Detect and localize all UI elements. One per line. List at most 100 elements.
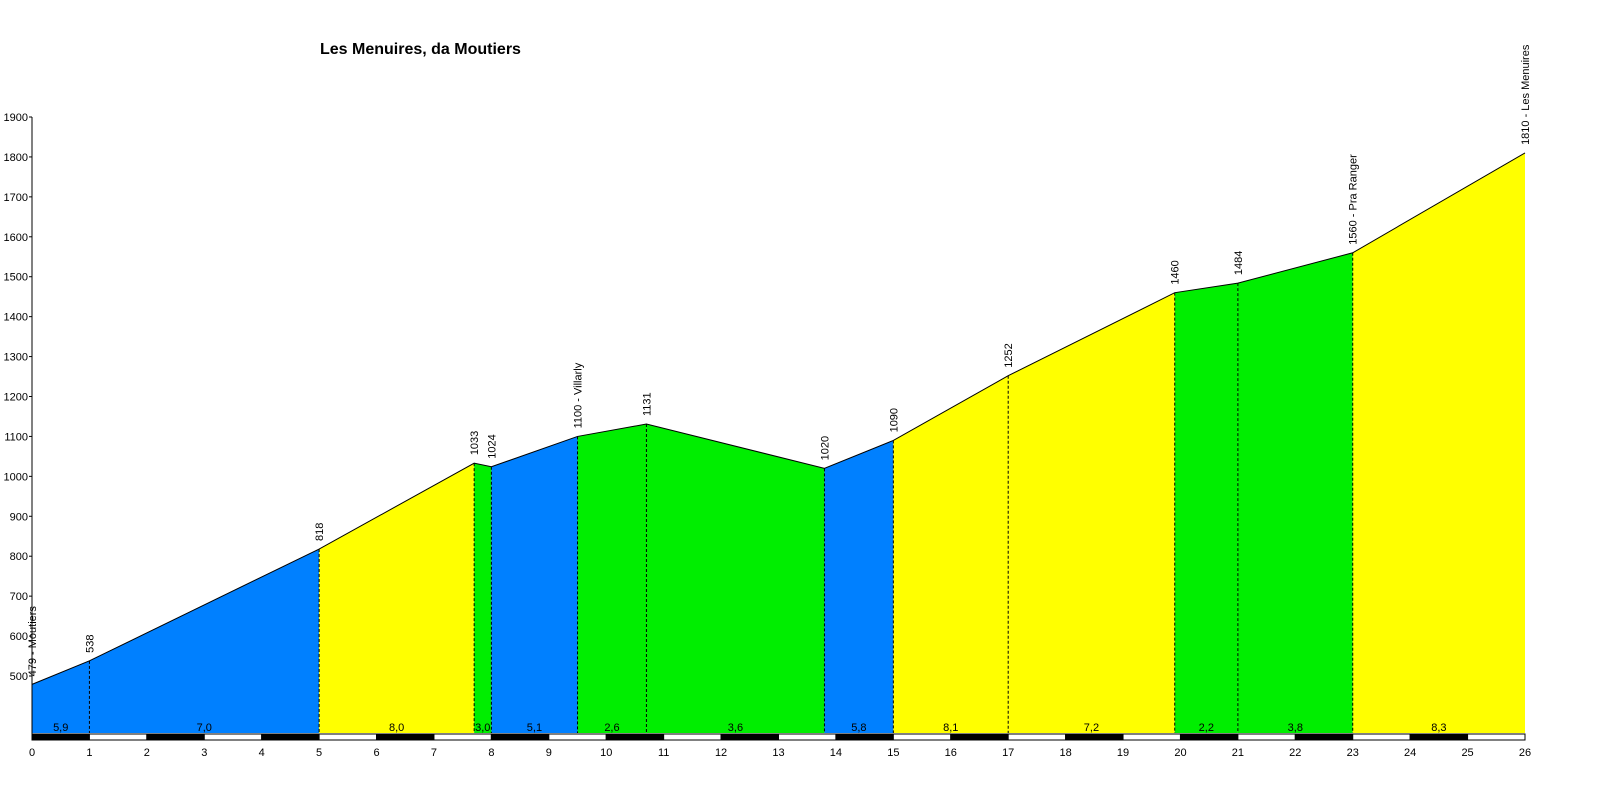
x-tick-label-4: 4: [259, 747, 265, 759]
km-bar-15: [892, 733, 952, 741]
y-tick-label-600: 600: [10, 631, 28, 643]
x-tick-label-3: 3: [201, 747, 207, 759]
gradient-label-4: 3,0: [475, 722, 490, 734]
elevation-label-9: 1090: [888, 408, 900, 432]
x-tick-label-13: 13: [772, 747, 784, 759]
km-bar-13: [778, 733, 837, 741]
y-tick-label-1900: 1900: [4, 112, 28, 124]
segment-fill-3: [319, 463, 475, 733]
km-bar-6: [376, 733, 435, 741]
km-bar-2: [146, 733, 205, 741]
gradient-label-1: 5,9: [53, 722, 68, 734]
km-bar-7: [433, 733, 492, 741]
segment-dividers: [88, 252, 1354, 733]
y-tick-label-500: 500: [10, 671, 28, 683]
x-tick-label-21: 21: [1232, 747, 1244, 759]
gradient-label-12: 3,8: [1288, 722, 1303, 734]
x-tick-label-11: 11: [658, 747, 669, 759]
elevation-label-10: 1252: [1003, 343, 1015, 367]
y-tick-label-700: 700: [10, 591, 28, 603]
x-tick-label-25: 25: [1461, 747, 1473, 759]
km-bar-21: [1237, 733, 1296, 741]
y-tick-label-1600: 1600: [4, 232, 28, 244]
chart-title: Les Menuires, da Moutiers: [320, 41, 521, 58]
segment-fill-13: [1352, 152, 1525, 733]
x-tick-label-1: 1: [86, 747, 92, 759]
gradient-label-7: 3,6: [728, 722, 743, 734]
y-tick-label-1300: 1300: [4, 352, 28, 364]
x-tick-label-24: 24: [1404, 747, 1416, 759]
segment-fills: [32, 152, 1525, 733]
profile-line: [31, 152, 1526, 685]
elevation-label-7: 1131: [641, 392, 653, 416]
elevation-label-2: 538: [84, 634, 96, 652]
km-bar-9: [548, 733, 607, 741]
km-bar-17: [1007, 733, 1067, 741]
gradient-label-6: 2,6: [604, 722, 619, 734]
gradient-label-9: 8,1: [943, 722, 958, 734]
x-tick-label-16: 16: [945, 747, 957, 759]
km-bar-3: [203, 733, 263, 741]
x-tick-label-19: 19: [1117, 747, 1129, 759]
y-tick-label-1400: 1400: [4, 312, 28, 324]
elevation-label-8: 1020: [819, 436, 831, 460]
gradient-label-11: 2,2: [1199, 722, 1214, 734]
x-tick-label-7: 7: [431, 747, 437, 759]
x-tick-label-22: 22: [1289, 747, 1301, 759]
x-tick-label-2: 2: [144, 747, 150, 759]
y-tick-label-1700: 1700: [4, 192, 28, 204]
y-tick-label-900: 900: [10, 511, 28, 523]
y-axis: 500 600 700 800 900 1000 1100 1200 1300 1400 1500 1…: [4, 112, 33, 740]
km-bar-14: [835, 733, 894, 741]
elevation-label-4: 1033: [469, 431, 481, 455]
x-tick-label-17: 17: [1002, 747, 1014, 759]
elevation-label-3: 818: [314, 523, 326, 541]
x-tick-label-20: 20: [1174, 747, 1186, 759]
elevation-label-6: 1100 - Villarly: [573, 362, 585, 428]
elevation-label-12: 1484: [1233, 251, 1245, 275]
km-bar-5: [318, 733, 378, 741]
gradient-label-3: 8,0: [389, 722, 404, 734]
x-tick-label-14: 14: [830, 747, 842, 759]
gradient-label-8: 5,8: [851, 722, 866, 734]
km-bar-10: [605, 733, 665, 741]
km-bar-23: [1352, 733, 1411, 741]
x-tick-label-18: 18: [1059, 747, 1071, 759]
km-bar-20: [1179, 733, 1239, 741]
y-tick-label-1500: 1500: [4, 272, 28, 284]
elevation-label-1: 479 - Moutiers: [27, 606, 39, 677]
elevation-label-13: 1560 - Pra Ranger: [1348, 154, 1360, 245]
x-tick-label-12: 12: [715, 747, 727, 759]
x-tick-label-6: 6: [373, 747, 379, 759]
km-bar-12: [720, 733, 779, 741]
segment-fill-6: [577, 424, 647, 733]
y-tick-label-1000: 1000: [4, 471, 28, 483]
gradient-label-2: 7,0: [197, 722, 212, 734]
x-tick-label-5: 5: [316, 747, 322, 759]
km-bar-16: [950, 733, 1009, 741]
segment-fill-7: [646, 424, 825, 733]
segment-fill-4: [474, 463, 492, 733]
gradient-label-13: 8,3: [1431, 722, 1446, 734]
x-tick-label-10: 10: [600, 747, 612, 759]
segment-fill-10: [1008, 292, 1175, 733]
y-tick-label-800: 800: [10, 551, 28, 563]
y-tick-label-1800: 1800: [4, 152, 28, 164]
y-tick-label-1200: 1200: [4, 392, 28, 404]
km-bar-22: [1294, 733, 1354, 741]
segment-fill-2: [89, 549, 320, 733]
km-bar-18: [1065, 733, 1124, 741]
km-bar-0: [31, 733, 90, 741]
x-tick-label-26: 26: [1519, 747, 1531, 759]
km-bar-8: [490, 733, 550, 741]
x-tick-label-0: 0: [29, 747, 35, 759]
profile-outline: [31, 152, 1526, 685]
gradient-labels: 5,9 7,0 8,0 3,0 5,1 2,6 3,6 5,8 8,1 7,2 2,2 3,8 8,3: [53, 722, 1446, 734]
elevation-label-14: 1810 - Les Menuires: [1520, 44, 1532, 145]
gradient-label-10: 7,2: [1084, 722, 1099, 734]
km-bar-11: [663, 733, 722, 741]
segment-fill-5: [491, 436, 578, 733]
segment-fill-8: [824, 440, 894, 733]
x-axis: 0 1 2 3 4 5 6 7 8 9 10 11 12 13 14 15 16 17 18 19 20 21 22 23 24…: [29, 733, 1531, 759]
